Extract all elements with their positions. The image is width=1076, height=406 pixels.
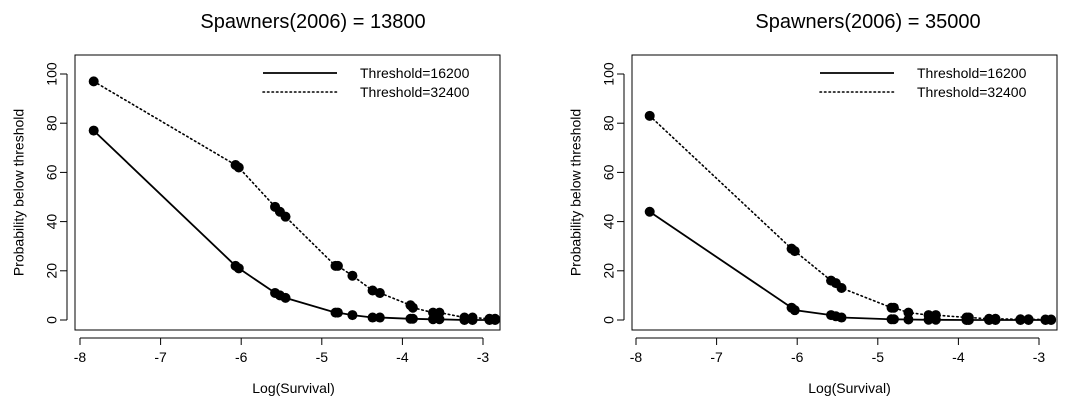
data-point — [923, 310, 934, 321]
chart-title: Spawners(2006) = 13800 — [200, 11, 425, 33]
data-point — [903, 314, 914, 325]
y-tick-label: 100 — [601, 62, 617, 86]
y-tick-label: 40 — [601, 214, 617, 230]
data-point — [233, 263, 244, 274]
data-point — [332, 307, 343, 318]
data-point — [459, 312, 470, 323]
y-axis-label: Probability below threshold — [568, 109, 584, 276]
plot-area — [631, 54, 1058, 331]
data-point — [644, 206, 655, 217]
x-tick-label: -7 — [154, 349, 167, 365]
chart-panel-2: Spawners(2006) = 35000 -8 -7 -6 -5 -4 -3 Log(Su… — [568, 11, 1058, 396]
data-point — [1023, 314, 1034, 325]
x-tick-label: -7 — [710, 349, 723, 365]
y-tick-label: 0 — [44, 316, 60, 324]
y-tick-label: 80 — [601, 115, 617, 131]
series-line-1 — [649, 211, 1052, 321]
data-point — [490, 313, 501, 324]
data-point — [434, 307, 445, 318]
x-tick-label: -6 — [235, 349, 248, 365]
data-point — [88, 125, 99, 136]
chart-title: Spawners(2006) = 35000 — [755, 11, 980, 33]
x-tick-label: -4 — [952, 349, 965, 365]
series-line-2 — [648, 115, 1052, 321]
data-point — [88, 76, 99, 87]
data-point — [1015, 314, 1026, 325]
data-point — [888, 314, 899, 325]
data-point — [280, 292, 291, 303]
legend-label: Threshold=16200 — [360, 65, 470, 81]
y-tick-label: 60 — [44, 164, 60, 180]
data-point — [903, 307, 914, 318]
data-point — [789, 246, 800, 257]
data-point — [280, 211, 291, 222]
data-point — [233, 162, 244, 173]
legend-label: Threshold=32400 — [360, 84, 470, 100]
y-tick-label: 100 — [44, 62, 60, 86]
chart-panel-1: Spawners(2006) = 13800 -8 -7 -6 -5 -4 -3 Log(Su… — [11, 11, 501, 396]
data-point — [347, 310, 358, 321]
y-tick-label: 20 — [601, 263, 617, 279]
x-axis-label: Log(Survival) — [252, 380, 334, 396]
x-tick-label: -3 — [477, 349, 490, 365]
data-point — [644, 110, 655, 121]
data-point — [789, 305, 800, 316]
data-point — [888, 302, 899, 313]
plot-area — [74, 54, 501, 331]
data-point — [374, 312, 385, 323]
x-axis-label: Log(Survival) — [808, 380, 890, 396]
data-point — [407, 313, 418, 324]
data-point — [374, 287, 385, 298]
data-point — [407, 302, 418, 313]
y-tick-label: 20 — [44, 263, 60, 279]
x-tick-label: -4 — [396, 349, 409, 365]
data-point — [347, 270, 358, 281]
x-tick-label: -8 — [74, 349, 87, 365]
y-tick-label: 80 — [44, 115, 60, 131]
legend-label: Threshold=32400 — [917, 84, 1027, 100]
data-point — [836, 312, 847, 323]
data-point — [963, 312, 974, 323]
y-tick-label: 0 — [601, 316, 617, 324]
x-tick-label: -6 — [791, 349, 804, 365]
data-point — [467, 312, 478, 323]
legend-label: Threshold=16200 — [917, 65, 1027, 81]
y-tick-label: 40 — [44, 214, 60, 230]
y-tick-label: 60 — [601, 164, 617, 180]
x-tick-label: -3 — [1033, 349, 1046, 365]
x-tick-label: -5 — [316, 349, 329, 365]
data-point — [367, 312, 378, 323]
data-point — [332, 260, 343, 271]
series-line-2 — [92, 80, 496, 320]
x-tick-label: -5 — [872, 349, 885, 365]
y-axis-label: Probability below threshold — [11, 109, 27, 276]
data-point — [930, 310, 941, 321]
data-point — [1046, 314, 1057, 325]
data-point — [836, 283, 847, 294]
x-tick-label: -8 — [630, 349, 643, 365]
data-point — [990, 313, 1001, 324]
